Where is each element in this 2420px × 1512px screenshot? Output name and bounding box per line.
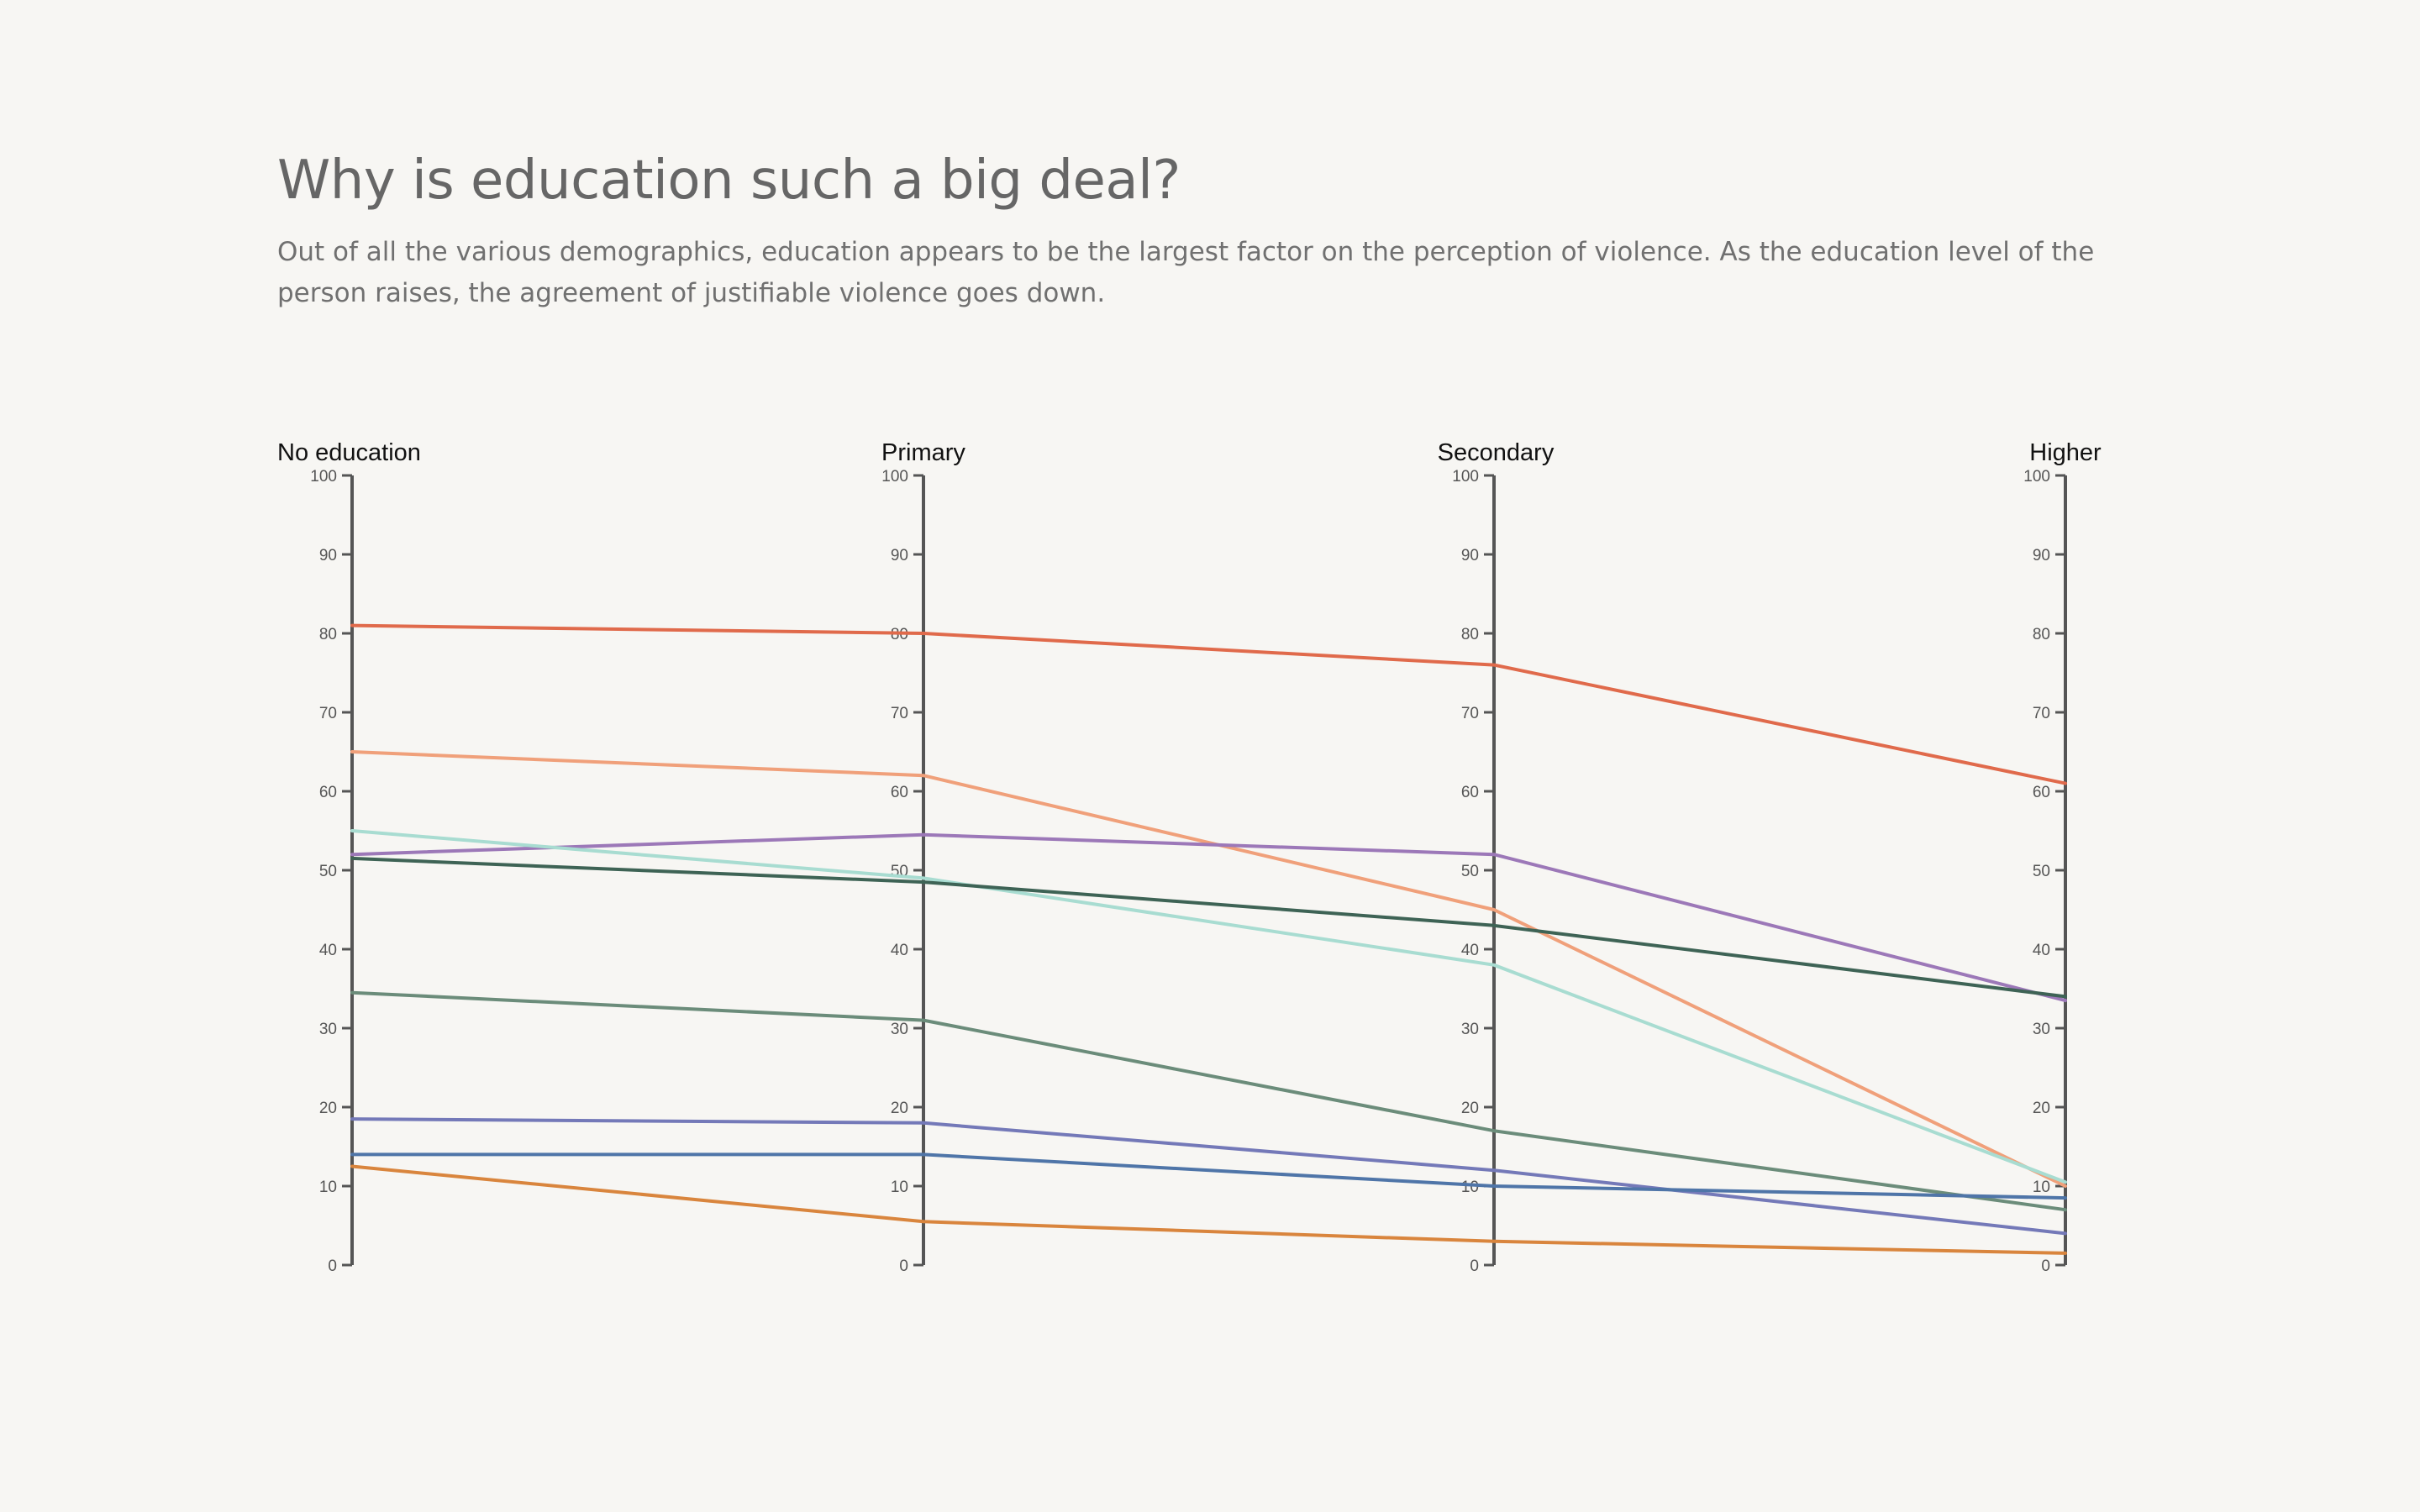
axes-group: 0102030405060708090100010203040506070809… bbox=[310, 468, 2067, 1275]
series-line-8 bbox=[350, 1152, 2067, 1200]
tick-label: 70 bbox=[891, 705, 908, 722]
tick-label: 40 bbox=[1461, 942, 1479, 959]
series-line-1 bbox=[350, 623, 2067, 785]
axis-title: Higher bbox=[2029, 439, 2102, 466]
tick-label: 90 bbox=[319, 547, 337, 564]
series-line-3 bbox=[350, 832, 2067, 1003]
tick-label: 60 bbox=[1461, 784, 1479, 801]
tick-label: 20 bbox=[319, 1100, 337, 1117]
series-line-9 bbox=[350, 1164, 2067, 1255]
axis-no-education: 0 10 20 30 40 50 60 70 80 90 100 bbox=[310, 468, 354, 1275]
tick-label: 50 bbox=[319, 863, 337, 880]
axis-higher: 0 10 20 30 40 50 60 70 80 90 100 bbox=[2023, 468, 2067, 1275]
tick-label: 10 bbox=[891, 1179, 908, 1196]
axis-titles-group: No education Primary Secondary Higher bbox=[277, 439, 2102, 466]
tick-label: 20 bbox=[1461, 1100, 1479, 1117]
tick-label: 10 bbox=[2033, 1179, 2050, 1196]
tick-label: 30 bbox=[1461, 1021, 1479, 1038]
axis-title: No education bbox=[277, 439, 421, 466]
tick-label: 100 bbox=[881, 468, 908, 486]
tick-label: 80 bbox=[319, 626, 337, 643]
page-subtitle: Out of all the various demographics, edu… bbox=[277, 237, 2095, 308]
tick-label: 100 bbox=[1452, 468, 1479, 486]
tick-label: 30 bbox=[319, 1021, 337, 1038]
tick-label: 20 bbox=[891, 1100, 908, 1117]
tick-label: 50 bbox=[2033, 863, 2050, 880]
tick-label: 80 bbox=[2033, 626, 2050, 643]
tick-label: 70 bbox=[2033, 705, 2050, 722]
tick-label: 60 bbox=[891, 784, 908, 801]
tick-label: 60 bbox=[319, 784, 337, 801]
series-line-2 bbox=[350, 750, 2067, 1188]
tick-label: 0 bbox=[2041, 1257, 2050, 1275]
series-group bbox=[350, 623, 2067, 1255]
tick-label: 90 bbox=[891, 547, 908, 564]
axis-title: Primary bbox=[881, 439, 965, 466]
tick-label: 70 bbox=[1461, 705, 1479, 722]
series-line-7 bbox=[350, 1117, 2067, 1236]
axis-title: Secondary bbox=[1438, 439, 1555, 466]
tick-label: 70 bbox=[319, 705, 337, 722]
tick-label: 100 bbox=[2023, 468, 2050, 486]
tick-label: 40 bbox=[891, 942, 908, 959]
tick-label: 50 bbox=[1461, 863, 1479, 880]
tick-label: 0 bbox=[328, 1257, 337, 1275]
tick-label: 80 bbox=[1461, 626, 1479, 643]
series-line-6 bbox=[350, 990, 2067, 1212]
tick-label: 40 bbox=[319, 942, 337, 959]
tick-label: 20 bbox=[2033, 1100, 2050, 1117]
tick-label: 100 bbox=[310, 468, 337, 486]
tick-label: 0 bbox=[1470, 1257, 1479, 1275]
tick-label: 10 bbox=[1461, 1179, 1479, 1196]
axis-secondary: 0 10 20 30 40 50 60 70 80 90 100 bbox=[1452, 468, 1496, 1275]
page-title: Why is education such a big deal? bbox=[277, 150, 1181, 212]
tick-label: 10 bbox=[319, 1179, 337, 1196]
series-line-4 bbox=[350, 829, 2067, 1184]
tick-label: 30 bbox=[891, 1021, 908, 1038]
series-line-5 bbox=[350, 856, 2067, 999]
tick-label: 90 bbox=[2033, 547, 2050, 564]
tick-label: 40 bbox=[2033, 942, 2050, 959]
tick-label: 60 bbox=[2033, 784, 2050, 801]
tick-label: 30 bbox=[2033, 1021, 2050, 1038]
tick-label: 0 bbox=[899, 1257, 908, 1275]
tick-label: 90 bbox=[1461, 547, 1479, 564]
